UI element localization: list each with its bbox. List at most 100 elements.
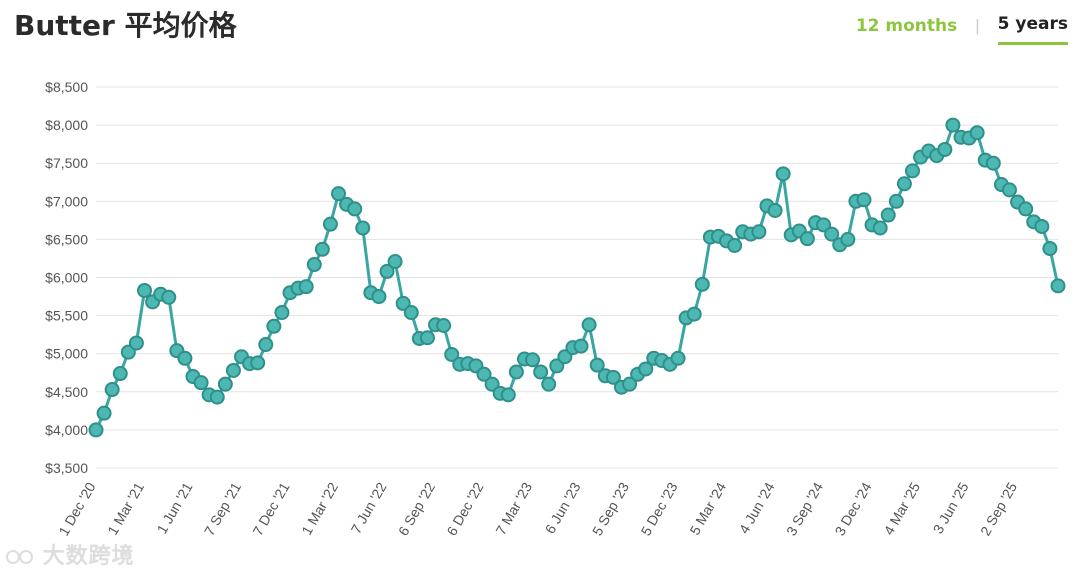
data-point (209, 389, 225, 405)
data-point (395, 295, 411, 311)
data-point (840, 231, 856, 247)
data-point (436, 318, 452, 334)
data-point (266, 318, 282, 334)
x-tick-label: 5 Mar '24 (686, 479, 729, 537)
watermark-text: 大数跨境 (42, 544, 135, 569)
data-point (298, 279, 314, 295)
data-point (670, 350, 686, 366)
x-tick-label: 6 Sep '22 (395, 479, 438, 538)
x-tick-label: 1 Mar '21 (104, 479, 147, 537)
data-point (250, 355, 266, 371)
data-point (120, 344, 136, 360)
data-point (1018, 201, 1034, 217)
data-point (104, 382, 120, 398)
data-point (484, 376, 500, 392)
data-point (896, 176, 912, 192)
x-tick-label: 1 Jun '21 (154, 479, 196, 536)
x-tick-label: 1 Dec '20 (55, 479, 98, 538)
data-point (444, 346, 460, 362)
x-tick-label: 7 Jun '22 (348, 479, 390, 536)
x-tick-label: 4 Jun '24 (736, 479, 778, 536)
data-point (541, 376, 557, 392)
data-point (824, 226, 840, 242)
data-point (476, 366, 492, 382)
x-tick-label: 3 Sep '24 (783, 479, 826, 538)
data-point (177, 350, 193, 366)
data-point (371, 289, 387, 305)
data-point (856, 192, 872, 208)
y-tick-label: $8,000 (45, 117, 88, 133)
data-point (694, 276, 710, 292)
data-point (322, 216, 338, 232)
data-point (767, 202, 783, 218)
y-tick-label: $5,500 (45, 308, 88, 324)
data-point (904, 163, 920, 179)
data-point (137, 282, 153, 298)
data-point (872, 220, 888, 236)
tab-divider: | (975, 15, 980, 35)
data-point (1034, 218, 1050, 234)
data-point (387, 253, 403, 269)
data-point (403, 305, 419, 321)
data-point (1001, 182, 1017, 198)
data-point (508, 364, 524, 380)
tab-5-years[interactable]: 5 years (997, 14, 1068, 45)
x-tick-label: 6 Dec '22 (443, 479, 486, 538)
x-tick-label: 3 Jun '25 (930, 479, 972, 536)
data-point (727, 237, 743, 253)
data-point (581, 317, 597, 333)
page-title: Butter 平均价格 (14, 9, 237, 42)
watermark-logo-icon (6, 550, 33, 564)
tab-12-months[interactable]: 12 months (855, 15, 958, 36)
range-tabs: 12 months | 5 years (856, 14, 1068, 45)
data-point (96, 405, 112, 421)
data-point (549, 358, 565, 374)
watermark: 大数跨境 (6, 538, 135, 570)
y-tick-label: $7,500 (45, 155, 88, 171)
data-point (775, 166, 791, 182)
data-point (880, 207, 896, 223)
data-point (88, 422, 104, 438)
data-point (816, 217, 832, 233)
x-tick-label: 5 Sep '23 (589, 479, 632, 538)
data-point (945, 117, 961, 133)
data-point (1042, 241, 1058, 257)
data-point (605, 369, 621, 385)
y-tick-label: $5,000 (45, 346, 88, 362)
x-tick-label: 7 Dec '21 (249, 479, 292, 538)
data-point (314, 241, 330, 257)
data-point (193, 375, 209, 391)
data-point (331, 186, 347, 202)
y-tick-label: $8,500 (45, 79, 88, 95)
data-point (112, 366, 128, 382)
data-point (274, 305, 290, 321)
data-point (258, 337, 274, 353)
data-point (355, 220, 371, 236)
data-point (225, 362, 241, 378)
y-tick-label: $4,000 (45, 422, 88, 438)
data-point (573, 338, 589, 354)
y-tick-label: $6,000 (45, 270, 88, 286)
data-point (638, 361, 654, 377)
x-tick-label: 7 Sep '21 (201, 479, 244, 538)
y-tick-label: $3,500 (45, 460, 88, 476)
data-point (888, 193, 904, 209)
x-tick-label: 1 Mar '22 (298, 479, 341, 537)
y-tick-label: $4,500 (45, 384, 88, 400)
data-point (217, 376, 233, 392)
data-point (306, 257, 322, 273)
data-point (937, 141, 953, 157)
x-tick-label: 2 Sep '25 (977, 479, 1020, 538)
data-point (799, 231, 815, 247)
data-point (379, 263, 395, 279)
y-tick-label: $6,500 (45, 231, 88, 247)
y-tick-label: $7,000 (45, 193, 88, 209)
data-point (622, 376, 638, 392)
data-point (751, 224, 767, 240)
data-point (161, 289, 177, 305)
data-point (419, 330, 435, 346)
data-point (533, 364, 549, 380)
data-point (1050, 278, 1066, 294)
data-point (347, 201, 363, 217)
